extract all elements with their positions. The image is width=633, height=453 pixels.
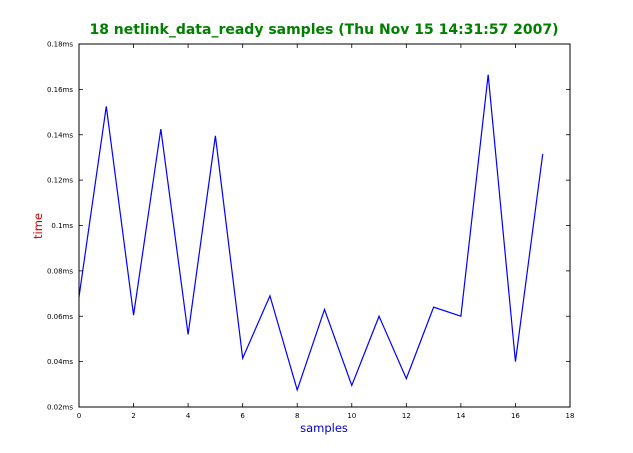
x-tick-label: 14 — [456, 412, 465, 420]
plot-frame — [78, 43, 571, 408]
chart-title: 18 netlink_data_ready samples (Thu Nov 1… — [89, 22, 558, 38]
y-tick-label: 0.1ms — [51, 222, 73, 230]
x-tick-label: 16 — [511, 412, 520, 420]
y-tick-label: 0.04ms — [47, 358, 73, 366]
x-tick-label: 0 — [77, 412, 81, 420]
x-tick-label: 18 — [566, 412, 575, 420]
y-tick-label: 0.12ms — [47, 177, 73, 185]
series-line — [78, 74, 544, 392]
y-axis-label: time — [31, 213, 45, 239]
y-tick-label: 0.18ms — [47, 41, 73, 49]
x-tick-label: 12 — [402, 412, 411, 420]
plot-area: 0 2 4 6 8 10 12 14 16 18 0.02ms 0.04ms 0.06ms 0.08ms 0… — [47, 41, 575, 421]
y-tick-label: 0.14ms — [47, 131, 73, 139]
y-tick-label: 0.06ms — [47, 313, 73, 321]
x-tick-label: 4 — [186, 412, 191, 420]
x-axis-label: samples — [300, 421, 348, 435]
x-tick-label: 8 — [295, 412, 299, 420]
y-tick-label: 0.02ms — [47, 404, 73, 412]
x-tick-label: 2 — [131, 412, 135, 420]
y-tick-label: 0.16ms — [47, 86, 73, 94]
x-tick-label: 10 — [347, 412, 356, 420]
y-tick-label: 0.08ms — [47, 267, 73, 275]
x-tick-label: 6 — [240, 412, 245, 420]
